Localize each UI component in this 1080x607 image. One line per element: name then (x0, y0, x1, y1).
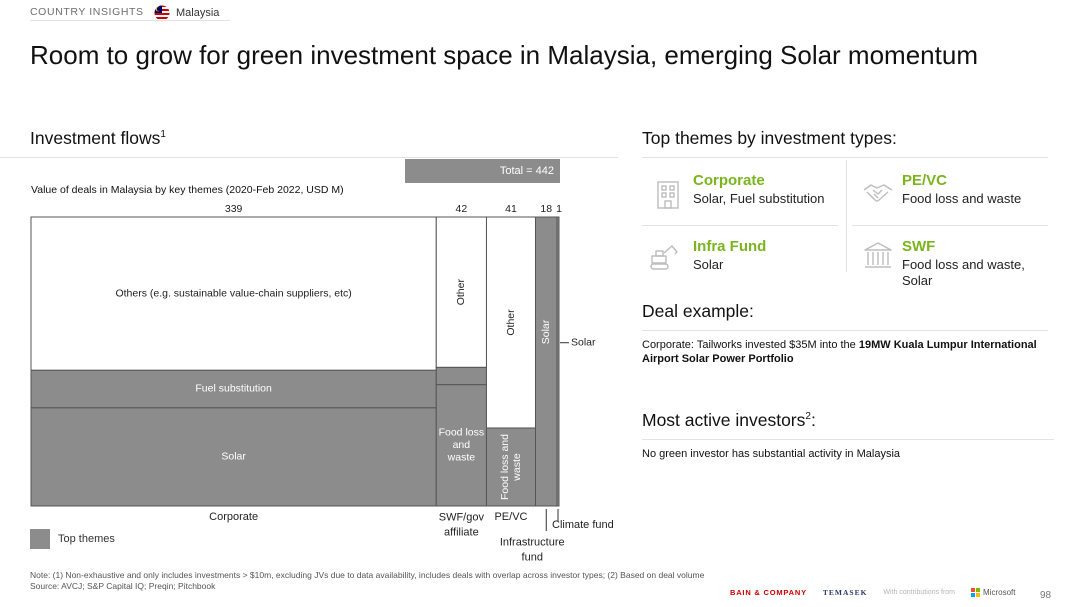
themes-divider (642, 157, 1048, 158)
category-label: SWF/gov (439, 511, 485, 523)
theme-vertical-divider (846, 160, 847, 272)
deal-example-text: Corporate: Tailworks invested $35M into … (642, 338, 1052, 366)
category-label: fund (522, 551, 543, 563)
theme-desc: Food loss and waste (902, 191, 1022, 206)
segment-label: Others (e.g. sustainable value-chain sup… (115, 287, 351, 299)
contributions-text: With contributions from (883, 589, 956, 596)
chart-subtitle: Value of deals in Malaysia by key themes… (31, 184, 344, 196)
deal-example-prefix: Corporate: Tailworks invested $35M into … (642, 339, 859, 351)
theme-divider-right (852, 225, 1048, 226)
segment-infra-solar (534, 216, 558, 507)
segment-label: Solar (221, 451, 246, 463)
malaysia-flag-icon (154, 5, 170, 21)
footnote: Note: (1) Non-exhaustive and only includ… (30, 570, 704, 592)
left-divider (0, 157, 618, 158)
deal-example-bold: 19MW Kuala Lumpur International Airport … (642, 339, 1037, 365)
themes-heading: Top themes by investment types: (642, 128, 897, 148)
temasek-logo: TEMASEK (822, 588, 868, 597)
category-label: Corporate (209, 511, 258, 523)
government-building-icon (864, 242, 892, 268)
investment-flows-heading-text: Investment flows (30, 128, 161, 148)
investors-divider (642, 439, 1054, 440)
category-label: PE/VC (494, 511, 527, 523)
excavator-icon (650, 245, 678, 270)
total-label: Total = 442 (499, 165, 554, 177)
category-label: Climate fund (552, 519, 614, 531)
legend-label-top-themes: Top themes (58, 533, 115, 545)
theme-name: SWF (902, 238, 936, 255)
total-box: Total = 442 (405, 159, 560, 183)
investment-flows-footnote-ref: 1 (160, 129, 166, 141)
microsoft-logo: Microsoft (971, 588, 1015, 597)
section-tag: COUNTRY INSIGHTS (30, 6, 144, 18)
segment-label: Solar (540, 319, 552, 344)
investment-flows-heading: Investment flows1 (30, 128, 166, 149)
segment-label: and (453, 439, 471, 451)
theme-divider-left (642, 225, 838, 226)
column-total-label: 339 (225, 203, 243, 215)
segment-label: Solar (571, 336, 596, 348)
deal-divider (642, 330, 1048, 331)
page-title: Room to grow for green investment space … (30, 40, 978, 70)
category-label: Infrastructure (500, 536, 565, 548)
investors-heading-text: Most active investors (642, 410, 806, 430)
investors-text: No green investor has substantial activi… (642, 448, 901, 460)
footnote-note: Note: (1) Non-exhaustive and only includ… (30, 570, 705, 580)
segment-label: Other (505, 309, 517, 336)
investors-footnote-ref: 2 (805, 411, 811, 423)
column-total-label: 41 (505, 203, 517, 215)
building-icon (657, 181, 679, 209)
segment-pevc-food-loss-and-waste (485, 427, 536, 507)
country-name: Malaysia (176, 7, 220, 19)
theme-desc: Solar, Fuel substitution (693, 191, 825, 206)
footnote-source: Source: AVCJ; S&P Capital IQ; Preqin; Pi… (30, 581, 216, 591)
investors-heading-colon: : (810, 410, 816, 430)
microsoft-logo-icon (971, 588, 981, 597)
legend-swatch-top-themes (30, 529, 50, 549)
segment-swf-other (435, 216, 487, 368)
segment-label: waste (511, 453, 523, 482)
theme-desc: Solar (693, 257, 724, 272)
country-tag: Malaysia (154, 5, 219, 21)
segment-swf-solar (435, 366, 487, 386)
microsoft-logo-text: Microsoft (983, 588, 1016, 597)
header-divider (30, 20, 230, 21)
category-label: affiliate (444, 526, 479, 538)
column-total-label: 18 (540, 203, 552, 215)
theme-desc: Food loss and waste, Solar (902, 257, 1025, 288)
bain-logo: BAIN & COMPANY (730, 588, 807, 597)
column-total-label: 1 (556, 203, 562, 215)
segment-label: waste (447, 452, 476, 464)
column-total-label: 42 (456, 203, 468, 215)
page-number: 98 (1040, 590, 1052, 601)
theme-name: PE/VC (902, 172, 948, 189)
segment-corporate-others-e-g-sustainable-value-chain-suppliers-etc- (30, 216, 437, 371)
marimekko-chart: 339 Solar Fuel substitution Others (e.g. su… (30, 203, 614, 563)
segment-pevc-other (485, 216, 536, 429)
segment-label: Food loss and (499, 434, 511, 500)
segment-corporate-solar (30, 407, 437, 507)
most-active-investors-heading: Most active investors2: (642, 410, 816, 431)
footer-logos: BAIN & COMPANY TEMASEK With contribution… (730, 588, 1015, 597)
handshake-icon (863, 184, 893, 202)
segment-label: Other (455, 279, 467, 306)
deal-example-heading: Deal example: (642, 301, 754, 321)
segment-label: Food loss (439, 427, 485, 439)
theme-name: Corporate (693, 172, 765, 189)
segment-climate-solar (556, 216, 560, 507)
segment-label: Fuel substitution (195, 383, 272, 395)
theme-name: Infra Fund (693, 238, 767, 255)
